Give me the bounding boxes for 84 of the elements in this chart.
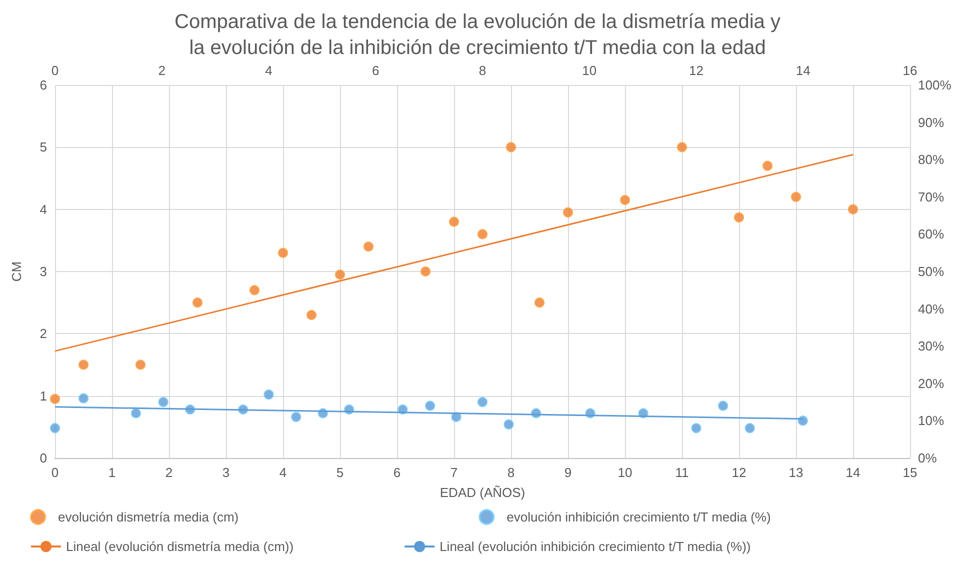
- x2-tick-label: 12: [689, 63, 704, 78]
- y2-tick-label: 40%: [918, 301, 944, 316]
- y-tick-label: 4: [40, 202, 47, 217]
- y-tick-label: 6: [40, 78, 47, 92]
- point: [50, 394, 60, 404]
- x-tick-label: 7: [450, 465, 458, 480]
- y2-tick-label: 90%: [918, 114, 944, 130]
- legend-label: Lineal (evolución inhibición crecimiento t/T media (%)): [440, 539, 751, 554]
- point: [477, 396, 488, 408]
- point: [718, 400, 728, 411]
- point: [50, 423, 60, 434]
- y2-tick-label: 80%: [918, 152, 944, 168]
- point: [562, 207, 574, 218]
- y-tick-label: 2: [40, 326, 47, 342]
- x-tick-label: 2: [165, 465, 173, 480]
- point: [790, 192, 802, 202]
- x2-tick-label: 4: [265, 63, 272, 78]
- point: [534, 297, 545, 308]
- legend-label: evolución inhibición crecimiento t/T media (%): [506, 510, 771, 524]
- x-tick-label: 1: [108, 465, 116, 480]
- x2-tick-label: 14: [796, 63, 810, 78]
- x-tick-label: 15: [902, 465, 918, 480]
- point: [135, 360, 146, 370]
- y2-tick-label: 10%: [918, 413, 944, 428]
- x2-tick-label: 8: [478, 63, 486, 78]
- point: [734, 212, 744, 223]
- x-tick-label: 4: [279, 465, 287, 480]
- x-tick-label: 12: [732, 465, 746, 480]
- y2-tick-label: 50%: [918, 264, 944, 279]
- y-tick-label: 5: [40, 140, 47, 155]
- point: [448, 216, 460, 227]
- point: [291, 412, 302, 422]
- y2-tick-label: 60%: [918, 226, 944, 242]
- point: [504, 419, 514, 430]
- point: [78, 360, 89, 370]
- x-tick-label: 3: [222, 465, 230, 480]
- point: [477, 229, 488, 240]
- point: [249, 285, 260, 296]
- point: [264, 389, 274, 400]
- x2-tick-label: 0: [51, 63, 59, 78]
- y2-tick-label: 0%: [918, 450, 938, 466]
- x-tick-label: 10: [618, 465, 632, 480]
- x-tick-label: 13: [788, 465, 804, 480]
- point: [506, 142, 516, 152]
- point: [762, 160, 773, 171]
- chart-title: Comparativa de la tendencia de la evolución de la dismetría media y la evolución de la inhibición de crecimiento t/T media con la edad: [174, 11, 780, 59]
- point: [420, 266, 431, 277]
- point: [306, 310, 317, 320]
- point: [158, 396, 168, 408]
- y2-tick-label: 100%: [918, 78, 952, 92]
- y-tick-label: 3: [40, 264, 47, 279]
- y2-tick-label: 30%: [918, 338, 944, 354]
- y-tick-label: 1: [40, 388, 47, 404]
- x2-tick-label: 6: [372, 63, 380, 78]
- point: [848, 204, 858, 214]
- x2-tick-label: 10: [582, 63, 597, 78]
- legend-label: evolución dismetría media (cm): [58, 510, 239, 524]
- x2-tick-label: 16: [902, 63, 918, 78]
- point: [424, 400, 436, 411]
- x-tick-label: 11: [675, 465, 689, 480]
- x-tick-label: 5: [336, 465, 344, 480]
- point: [363, 242, 374, 252]
- x-tick-label: 8: [507, 465, 515, 480]
- point: [744, 423, 755, 434]
- legend-label: Lineal (evolución dismetría media (cm)): [66, 539, 294, 554]
- x2-tick-label: 2: [158, 63, 166, 78]
- point: [691, 423, 702, 434]
- x-tick-label: 14: [846, 465, 860, 480]
- point: [798, 416, 808, 426]
- y2-tick-label: 70%: [918, 189, 944, 204]
- point: [130, 408, 142, 418]
- point: [334, 270, 346, 280]
- point: [278, 248, 288, 258]
- x-axis-title: EDAD (AÑOS): [440, 485, 526, 500]
- x-tick-label: 9: [564, 465, 572, 480]
- point: [620, 194, 630, 206]
- x-tick-label: 0: [51, 465, 59, 480]
- x-tick-label: 6: [393, 465, 401, 480]
- point: [78, 393, 89, 404]
- y2-tick-label: 20%: [918, 376, 944, 391]
- y-tick-label: 0: [40, 450, 47, 466]
- y-axis-title: CM: [9, 261, 24, 282]
- point: [676, 142, 688, 152]
- point: [192, 297, 203, 308]
